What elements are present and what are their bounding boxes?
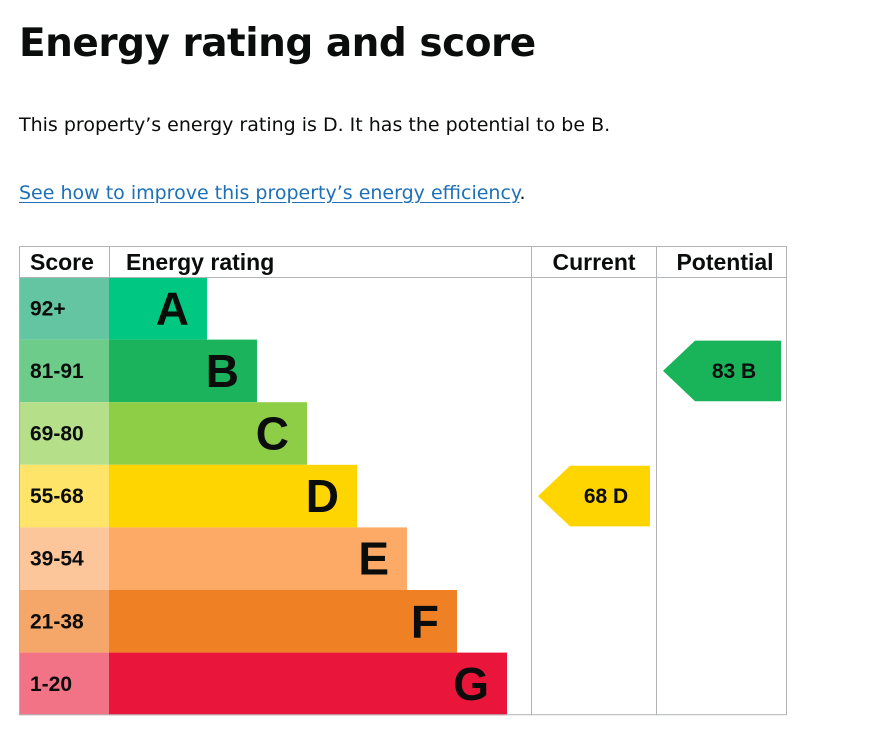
table-header: Score Energy rating Current Potential bbox=[30, 249, 774, 275]
band-letter-a: A bbox=[156, 282, 189, 334]
score-label-81-91: 81-91 bbox=[30, 360, 84, 383]
header-current: Current bbox=[552, 249, 635, 275]
band-letter-e: E bbox=[358, 533, 389, 585]
score-label-55-68: 55-68 bbox=[30, 485, 84, 508]
page-title: Energy rating and score bbox=[19, 21, 536, 66]
current-arrow-label: 68 D bbox=[584, 485, 628, 508]
band-letter-g: G bbox=[453, 658, 489, 710]
table-grid bbox=[19, 246, 787, 716]
table-border bbox=[19, 246, 787, 716]
band-letter-b: B bbox=[206, 345, 239, 397]
score-cell-81-91 bbox=[19, 339, 109, 403]
band-bar-f bbox=[109, 590, 457, 653]
current-arrow bbox=[538, 465, 650, 527]
score-cell-55-68 bbox=[19, 464, 109, 528]
band-letter-c: C bbox=[256, 408, 289, 460]
score-cell-21-38 bbox=[19, 590, 109, 653]
band-bar-b bbox=[109, 339, 257, 403]
rating-arrows: 68 D 83 B bbox=[538, 340, 781, 527]
band-bar-e bbox=[109, 527, 407, 590]
header-score: Score bbox=[30, 249, 94, 275]
header-potential: Potential bbox=[676, 249, 773, 275]
score-label-1-20: 1-20 bbox=[30, 673, 72, 696]
improve-efficiency-link[interactable]: See how to improve this property’s energ… bbox=[19, 182, 520, 204]
band-letter-f: F bbox=[411, 595, 439, 647]
score-cell-92- bbox=[19, 277, 109, 340]
band-letter-d: D bbox=[306, 470, 339, 522]
potential-arrow-label: 83 B bbox=[712, 360, 756, 383]
band-bar-a bbox=[109, 277, 207, 340]
score-cell-39-54 bbox=[19, 527, 109, 590]
band-bar-d bbox=[109, 464, 357, 528]
score-cell-1-20 bbox=[19, 652, 109, 716]
score-cell-69-80 bbox=[19, 402, 109, 465]
link-suffix: . bbox=[519, 182, 526, 204]
header-energy-rating: Energy rating bbox=[126, 249, 274, 275]
improve-link-line: See how to improve this property’s energ… bbox=[19, 181, 526, 206]
rating-summary: This property’s energy rating is D. It h… bbox=[19, 114, 611, 136]
band-bar-c bbox=[109, 402, 307, 465]
potential-arrow bbox=[663, 340, 781, 402]
band-rows: 92+ A 81-91 B 69-80 C 55-68 D 39-54 E 21-38 F 1-20 G bbox=[19, 277, 507, 716]
score-label-69-80: 69-80 bbox=[30, 423, 84, 446]
band-bar-g bbox=[109, 652, 507, 716]
score-label-39-54: 39-54 bbox=[30, 548, 84, 571]
score-label-92-: 92+ bbox=[30, 297, 66, 320]
score-label-21-38: 21-38 bbox=[30, 610, 84, 633]
